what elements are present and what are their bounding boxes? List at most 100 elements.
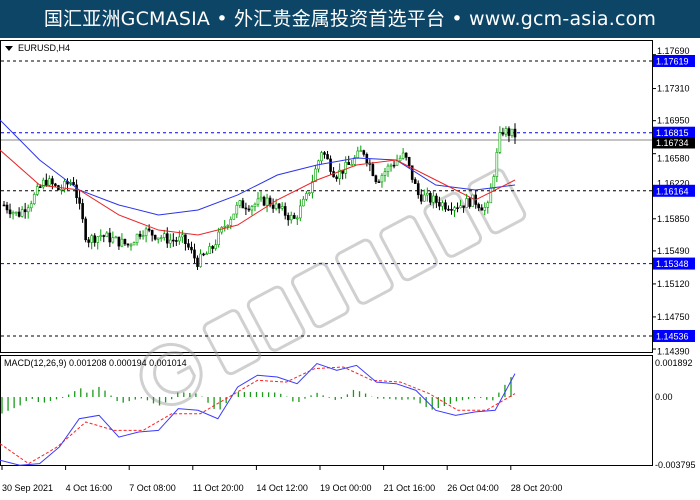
candle	[126, 243, 130, 248]
candle-body	[453, 207, 456, 211]
candle-body	[238, 200, 242, 206]
candle-body	[26, 207, 30, 213]
candle-body	[489, 188, 493, 204]
candle	[416, 180, 420, 199]
candle-body	[314, 168, 317, 183]
candle	[498, 126, 502, 154]
candle-body	[404, 152, 408, 158]
candle-body	[311, 181, 314, 193]
candle-body	[169, 239, 172, 244]
y-tick-label: 1.17310	[657, 84, 690, 94]
candle-body	[486, 202, 490, 208]
candle	[510, 128, 514, 138]
macd-line	[0, 363, 516, 466]
candle-body	[42, 179, 45, 188]
candle	[362, 149, 366, 157]
x-tick-label: 21 Oct 16:00	[384, 483, 436, 493]
watermark-logo-g	[153, 351, 196, 395]
watermark-letter-shape	[379, 215, 438, 282]
candle	[153, 234, 157, 241]
y-tick-label: 1.15850	[657, 214, 690, 224]
candle	[235, 201, 239, 218]
candle-body	[123, 238, 127, 245]
candle	[132, 241, 136, 246]
candle	[202, 252, 205, 257]
macd-tick-label: 0.001892	[655, 358, 693, 368]
candle	[250, 204, 254, 216]
candle	[422, 189, 426, 202]
x-tick-label: 7 Oct 08:00	[129, 483, 176, 493]
candle-body	[477, 204, 481, 209]
candle-body	[462, 205, 465, 208]
candle-body	[202, 253, 205, 256]
candle-body	[510, 128, 514, 136]
candle	[326, 150, 329, 160]
candle	[244, 202, 248, 216]
candle	[117, 236, 121, 250]
candle	[184, 234, 187, 251]
candle-body	[377, 181, 381, 183]
candle-body	[435, 195, 438, 203]
candle	[350, 159, 354, 166]
candle-body	[308, 192, 311, 194]
candle-body	[353, 157, 357, 165]
candle-body	[271, 204, 275, 209]
candle	[468, 197, 471, 209]
candle-body	[483, 207, 487, 211]
candle-body	[156, 237, 160, 240]
candle	[480, 204, 484, 211]
candle-body	[438, 202, 441, 207]
candle	[150, 229, 154, 242]
candle-body	[235, 204, 239, 215]
candle	[2, 200, 6, 207]
candle-body	[223, 226, 227, 228]
candle	[314, 165, 317, 183]
candle	[223, 219, 227, 232]
candle	[211, 245, 214, 254]
candle-body	[277, 203, 281, 209]
candle-body	[244, 207, 248, 210]
dropdown-arrow-icon[interactable]	[5, 46, 13, 51]
candle	[271, 198, 275, 213]
candle-body	[63, 181, 66, 190]
candle-body	[8, 209, 12, 215]
candle-body	[274, 203, 278, 209]
candle	[99, 229, 103, 241]
candle-body	[181, 234, 184, 238]
candle-body	[392, 164, 396, 167]
candle-body	[247, 208, 251, 211]
candle	[181, 230, 184, 243]
candle	[205, 251, 208, 255]
candle	[135, 233, 139, 246]
candle-body	[456, 207, 459, 209]
candle-body	[398, 157, 402, 162]
candle-body	[75, 184, 78, 199]
candle	[20, 206, 24, 218]
candle	[23, 202, 27, 219]
candle	[465, 193, 468, 208]
candle-body	[468, 198, 471, 207]
candle	[147, 224, 151, 233]
watermark-logo-ring	[139, 343, 203, 407]
candle	[29, 200, 33, 212]
candle-body	[416, 183, 420, 196]
candle-body	[11, 212, 15, 215]
candle-body	[492, 176, 496, 189]
candle-body	[305, 193, 308, 200]
level-label: 1.16815	[656, 128, 689, 138]
x-tick-label: 11 Oct 20:00	[193, 483, 244, 493]
candle	[429, 191, 432, 205]
candle-body	[429, 192, 432, 203]
level-label: 1.16164	[656, 186, 689, 196]
watermark-letter-shape	[246, 285, 306, 352]
candle	[14, 211, 18, 217]
candle-body	[2, 204, 6, 207]
candle-body	[347, 162, 350, 165]
candle-body	[132, 242, 136, 246]
candle-body	[17, 211, 21, 217]
candle-body	[389, 164, 393, 167]
candle	[193, 243, 196, 264]
candle-body	[153, 234, 157, 240]
current-price-label: 1.16734	[656, 138, 689, 148]
